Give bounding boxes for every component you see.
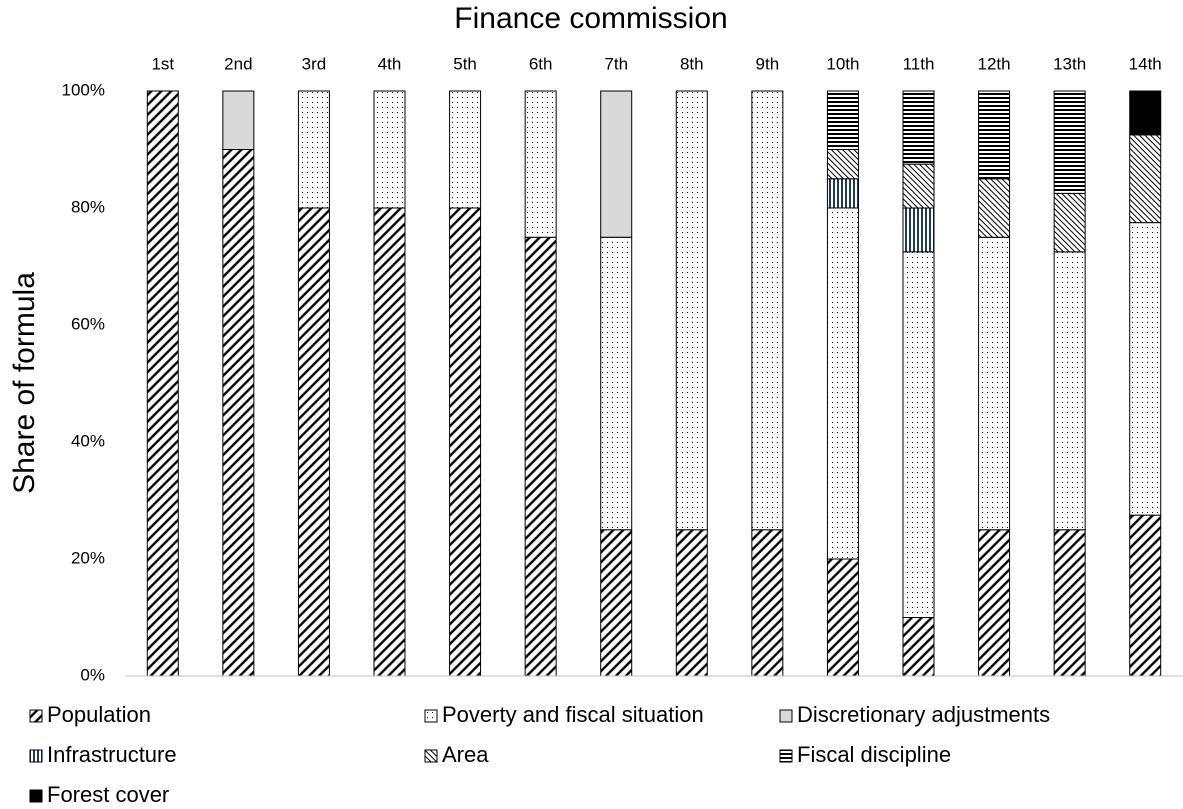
- bar-segment: [751, 90, 784, 531]
- bar-segment: [600, 90, 633, 238]
- bar-segment: [826, 558, 859, 677]
- bar-segment: [902, 90, 935, 165]
- legend-label: Forest cover: [47, 782, 169, 807]
- bar-segment: [978, 178, 1011, 238]
- bar-segment: [600, 236, 633, 531]
- bar-segment: [902, 251, 935, 618]
- x-tick-label: 8th: [680, 54, 704, 73]
- y-tick-label: 60%: [71, 314, 105, 333]
- legend-swatch: [424, 709, 438, 723]
- bar-segment: [297, 207, 330, 677]
- chart-title: Finance commission: [454, 2, 727, 35]
- x-tick-label: 14th: [1129, 54, 1162, 73]
- x-tick-label: 1st: [151, 54, 174, 73]
- legend-label: Poverty and fiscal situation: [442, 702, 704, 727]
- y-tick-label: 100%: [62, 80, 105, 99]
- x-tick-label: 11th: [903, 54, 935, 73]
- legend-swatch: [29, 749, 43, 763]
- bar-segment: [146, 90, 179, 677]
- bar-segment: [675, 529, 708, 677]
- bar-segment: [1129, 90, 1162, 136]
- bar-segment: [751, 529, 784, 677]
- legend-label: Area: [442, 742, 489, 767]
- x-tick-label: 10th: [826, 54, 859, 73]
- x-tick-label: 6th: [529, 54, 553, 73]
- bar-segment: [1129, 222, 1162, 516]
- legend-label: Fiscal discipline: [797, 742, 951, 767]
- x-tick-label: 5th: [453, 54, 477, 73]
- legend-label: Infrastructure: [47, 742, 177, 767]
- bar-segment: [826, 207, 859, 560]
- x-tick-label: 12th: [978, 54, 1011, 73]
- legend-label: Discretionary adjustments: [797, 702, 1050, 727]
- bar-segment: [1053, 192, 1086, 253]
- bar-segment: [373, 90, 406, 209]
- legend-swatch: [779, 749, 793, 763]
- bar-segment: [1053, 529, 1086, 677]
- y-tick-label: 40%: [71, 431, 105, 450]
- bar-segment: [902, 163, 935, 209]
- bar-segment: [1129, 134, 1162, 224]
- y-tick-label: 20%: [71, 548, 105, 567]
- bar-segment: [978, 90, 1011, 180]
- bar-segment: [222, 90, 255, 150]
- legend-swatch: [779, 709, 793, 723]
- x-tick-label: 7th: [604, 54, 628, 73]
- bar-segment: [524, 90, 557, 238]
- x-tick-label: 2nd: [224, 54, 252, 73]
- bar-segment: [902, 207, 935, 253]
- x-tick-label: 3rd: [302, 54, 327, 73]
- bar-segment: [826, 90, 859, 150]
- bar-segment: [978, 529, 1011, 677]
- y-tick-label: 80%: [71, 197, 105, 216]
- bar-segment: [675, 90, 708, 531]
- bar-segment: [1129, 514, 1162, 677]
- x-tick-label: 9th: [756, 54, 780, 73]
- bar-segment: [373, 207, 406, 677]
- legend-label: Population: [47, 702, 151, 727]
- x-tick-label: 4th: [378, 54, 402, 73]
- legend-swatch: [29, 709, 43, 723]
- bar-segment: [1053, 251, 1086, 531]
- bar-segment: [1053, 90, 1086, 194]
- bar-segment: [978, 236, 1011, 531]
- y-tick-label: 0%: [80, 665, 105, 684]
- bar-segment: [297, 90, 330, 209]
- bar-segment: [449, 90, 482, 209]
- bar-segment: [600, 529, 633, 677]
- bar-segment: [826, 149, 859, 180]
- bar-segment: [222, 149, 255, 677]
- x-tick-label: 13th: [1053, 54, 1086, 73]
- bar-segment: [902, 617, 935, 677]
- legend-swatch: [424, 749, 438, 763]
- y-axis-label: Share of formula: [8, 272, 41, 494]
- bar-segment: [524, 236, 557, 677]
- legend-swatch: [29, 789, 43, 803]
- bar-segment: [449, 207, 482, 677]
- bar-segment: [826, 178, 859, 209]
